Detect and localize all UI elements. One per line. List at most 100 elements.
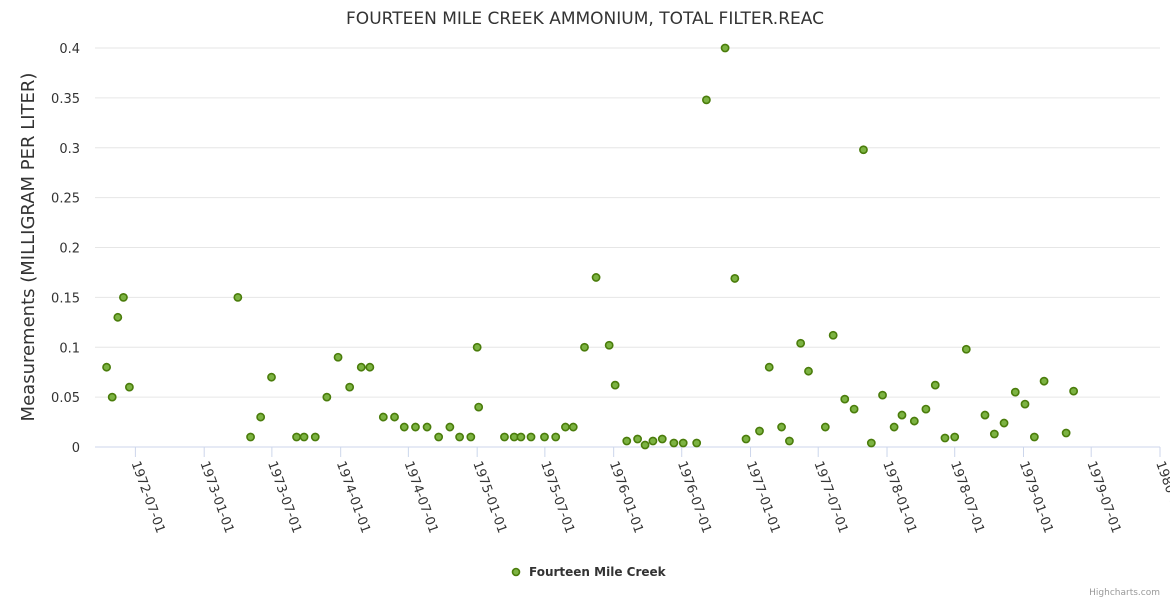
data-point[interactable] <box>310 432 320 442</box>
x-tick-label: 1978-07-01 <box>947 459 987 535</box>
y-tick-label: 0.3 <box>59 142 80 157</box>
y-tick-label: 0.25 <box>51 192 80 207</box>
data-point[interactable] <box>820 422 830 432</box>
data-point[interactable] <box>474 402 484 412</box>
data-point[interactable] <box>777 422 786 432</box>
data-points[interactable] <box>102 43 1079 450</box>
data-point[interactable] <box>1039 376 1049 386</box>
x-tick-label: 1977-01-01 <box>743 459 783 535</box>
data-point[interactable] <box>866 438 876 448</box>
data-point[interactable] <box>551 432 561 442</box>
data-point[interactable] <box>246 432 255 442</box>
data-point[interactable] <box>828 330 838 340</box>
data-point[interactable] <box>526 432 536 442</box>
x-tick-label: 1975-01-01 <box>469 459 509 535</box>
data-point[interactable] <box>633 434 642 444</box>
credits-link[interactable]: Highcharts.com <box>1089 588 1160 598</box>
x-tick-label: 1974-01-01 <box>333 459 373 535</box>
data-point[interactable] <box>345 382 355 392</box>
data-point[interactable] <box>445 422 455 432</box>
data-point[interactable] <box>256 412 266 422</box>
data-point[interactable] <box>299 432 309 442</box>
x-tick-label: 1980-01-01 <box>1152 459 1170 535</box>
data-point[interactable] <box>755 426 764 436</box>
data-point[interactable] <box>434 432 444 442</box>
data-point[interactable] <box>648 436 658 446</box>
data-point[interactable] <box>455 432 464 442</box>
data-point[interactable] <box>897 410 907 420</box>
legend-marker[interactable] <box>511 567 521 577</box>
data-point[interactable] <box>840 394 850 404</box>
data-point[interactable] <box>678 438 688 448</box>
data-point[interactable] <box>921 404 931 414</box>
data-point[interactable] <box>622 436 632 446</box>
data-point[interactable] <box>561 422 570 432</box>
y-tick-label: 0.05 <box>51 391 80 406</box>
data-point[interactable] <box>378 412 388 422</box>
data-point[interactable] <box>292 432 301 442</box>
y-tick-label: 0.4 <box>59 42 80 57</box>
data-point[interactable] <box>500 432 509 442</box>
data-point[interactable] <box>472 342 482 352</box>
data-point[interactable] <box>356 362 366 372</box>
data-point[interactable] <box>399 422 409 432</box>
data-point[interactable] <box>909 416 919 426</box>
data-point[interactable] <box>1010 387 1020 397</box>
x-tick-label: 1978-01-01 <box>879 459 919 535</box>
data-point[interactable] <box>365 362 375 372</box>
data-point[interactable] <box>604 340 614 350</box>
data-point[interactable] <box>669 438 679 448</box>
data-point[interactable] <box>1029 432 1039 442</box>
data-point[interactable] <box>878 390 887 400</box>
data-point[interactable] <box>999 418 1009 428</box>
data-point[interactable] <box>741 434 751 444</box>
data-point[interactable] <box>267 372 276 382</box>
data-point[interactable] <box>859 145 868 155</box>
data-point[interactable] <box>980 410 990 420</box>
data-point[interactable] <box>568 422 578 432</box>
data-point[interactable] <box>764 362 774 372</box>
data-point[interactable] <box>466 432 476 442</box>
data-point[interactable] <box>411 422 420 432</box>
data-point[interactable] <box>390 412 399 422</box>
data-point[interactable] <box>940 433 950 443</box>
x-tick-label: 1979-01-01 <box>1016 459 1056 535</box>
data-point[interactable] <box>233 292 243 302</box>
data-point[interactable] <box>591 273 601 282</box>
data-point[interactable] <box>1061 428 1071 438</box>
data-point[interactable] <box>961 344 971 354</box>
data-point[interactable] <box>730 274 740 283</box>
y-axis-label: Measurements (MILLIGRAM PER LITER) <box>18 73 39 422</box>
data-point[interactable] <box>785 436 794 446</box>
data-point[interactable] <box>702 95 711 105</box>
y-tick-label: 0.2 <box>59 242 80 257</box>
data-point[interactable] <box>516 432 526 442</box>
data-point[interactable] <box>610 380 620 390</box>
data-point[interactable] <box>580 342 589 352</box>
data-point[interactable] <box>950 432 960 442</box>
data-point[interactable] <box>119 292 128 302</box>
data-point[interactable] <box>333 352 343 362</box>
data-point[interactable] <box>989 429 999 439</box>
data-point[interactable] <box>322 392 332 402</box>
data-point[interactable] <box>422 422 432 432</box>
data-point[interactable] <box>113 312 123 322</box>
data-point[interactable] <box>849 404 859 414</box>
data-point[interactable] <box>804 366 813 376</box>
data-point[interactable] <box>1069 386 1079 396</box>
legend[interactable]: Fourteen Mile Creek <box>511 565 667 579</box>
data-point[interactable] <box>540 432 549 442</box>
y-axis-ticks: 0 0.05 0.1 0.15 0.2 0.25 0.3 0.35 0.4 <box>51 42 80 456</box>
data-point[interactable] <box>657 434 667 444</box>
data-point[interactable] <box>692 438 702 448</box>
data-point[interactable] <box>720 43 730 53</box>
data-point[interactable] <box>1020 399 1030 409</box>
data-point[interactable] <box>125 382 134 392</box>
data-point[interactable] <box>930 380 940 390</box>
data-point[interactable] <box>107 392 117 402</box>
data-point[interactable] <box>102 362 111 372</box>
legend-item-label[interactable]: Fourteen Mile Creek <box>529 565 667 579</box>
data-point[interactable] <box>796 338 806 348</box>
data-point[interactable] <box>889 422 899 432</box>
data-point[interactable] <box>640 440 650 450</box>
